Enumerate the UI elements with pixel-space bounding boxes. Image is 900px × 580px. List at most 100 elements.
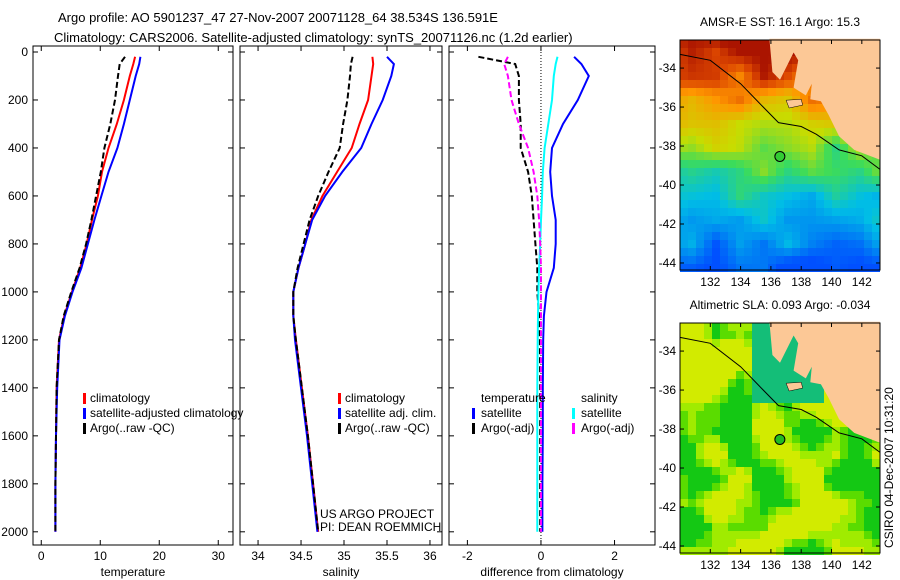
heatmap-cell <box>728 152 736 160</box>
heatmap-cell <box>704 331 712 339</box>
heatmap-cell <box>704 240 712 248</box>
x-tick-label: 140 <box>821 275 841 289</box>
heatmap-cell <box>744 515 752 523</box>
heatmap-cell <box>872 499 880 507</box>
heatmap-cell <box>704 96 712 104</box>
heatmap-cell <box>776 184 784 192</box>
heatmap-cell <box>872 216 880 224</box>
heatmap-cell <box>832 539 840 547</box>
heatmap-cell <box>792 224 800 232</box>
heatmap-cell <box>680 515 688 523</box>
heatmap-cell <box>736 403 744 411</box>
heatmap-cell <box>872 515 880 523</box>
heatmap-cell <box>744 331 752 339</box>
heatmap-cell <box>712 96 720 104</box>
heatmap-cell <box>864 216 872 224</box>
y-tick-label: -36 <box>659 100 677 114</box>
heatmap-cell <box>752 323 760 331</box>
x-tick-label: 138 <box>791 558 811 572</box>
heatmap-cell <box>840 192 848 200</box>
heatmap-cell <box>800 112 808 120</box>
heatmap-cell <box>768 184 776 192</box>
x-tick-label: 10 <box>94 549 108 563</box>
heatmap-cell <box>736 112 744 120</box>
y-tick-label: 600 <box>8 189 28 203</box>
heatmap-cell <box>704 64 712 72</box>
heatmap-cell <box>784 539 792 547</box>
heatmap-cell <box>776 387 784 395</box>
heatmap-cell <box>840 483 848 491</box>
heatmap-cell <box>680 208 688 216</box>
heatmap-cell <box>704 483 712 491</box>
heatmap-cell <box>680 483 688 491</box>
heatmap-cell <box>832 136 840 144</box>
heatmap-cell <box>784 515 792 523</box>
heatmap-cell <box>792 256 800 264</box>
heatmap-cell <box>768 403 776 411</box>
heatmap-cell <box>728 88 736 96</box>
heatmap-cell <box>864 176 872 184</box>
heatmap-cell <box>712 40 720 48</box>
heatmap-cell <box>744 339 752 347</box>
heatmap-cell <box>688 411 696 419</box>
heatmap-cell <box>744 379 752 387</box>
heatmap-cell <box>824 539 832 547</box>
heatmap-cell <box>696 515 704 523</box>
heatmap-cell <box>760 72 768 80</box>
heatmap-cell <box>712 411 720 419</box>
heatmap-cell <box>744 192 752 200</box>
heatmap-cell <box>680 72 688 80</box>
heatmap-cell <box>712 64 720 72</box>
heatmap-cell <box>680 403 688 411</box>
heatmap-cell <box>872 531 880 539</box>
land-mass <box>769 321 880 443</box>
heatmap-cell <box>688 184 696 192</box>
heatmap-cell <box>696 491 704 499</box>
heatmap-cell <box>680 379 688 387</box>
x-tick-label: 132 <box>700 558 720 572</box>
heatmap-cell <box>872 248 880 256</box>
heatmap-cell <box>816 152 824 160</box>
heatmap-cell <box>760 451 768 459</box>
heatmap-cell <box>776 224 784 232</box>
heatmap-cell <box>832 264 840 272</box>
series-line-climatology <box>292 56 375 532</box>
heatmap-cell <box>832 411 840 419</box>
heatmap-cell <box>704 347 712 355</box>
heatmap-cell <box>736 136 744 144</box>
heatmap-cell <box>736 256 744 264</box>
heatmap-cell <box>864 523 872 531</box>
heatmap-cell <box>800 515 808 523</box>
heatmap-cell <box>776 427 784 435</box>
heatmap-cell <box>696 168 704 176</box>
heatmap-cell <box>800 152 808 160</box>
heatmap-cell <box>776 451 784 459</box>
heatmap-cell <box>680 224 688 232</box>
heatmap-cell <box>792 192 800 200</box>
heatmap-cell <box>752 403 760 411</box>
heatmap-cell <box>752 56 760 64</box>
heatmap-cell <box>816 200 824 208</box>
heatmap-cell <box>872 539 880 547</box>
heatmap-cell <box>768 387 776 395</box>
heatmap-cell <box>808 387 816 395</box>
heatmap-cell <box>760 339 768 347</box>
heatmap-cell <box>704 112 712 120</box>
heatmap-cell <box>816 403 824 411</box>
heatmap-cell <box>760 128 768 136</box>
heatmap-cell <box>752 363 760 371</box>
x-tick-label: 142 <box>852 275 872 289</box>
heatmap-cell <box>768 64 776 72</box>
heatmap-cell <box>816 523 824 531</box>
heatmap-cell <box>792 387 800 395</box>
heatmap-cell <box>816 515 824 523</box>
heatmap-cell <box>728 256 736 264</box>
heatmap-cell <box>712 483 720 491</box>
heatmap-cell <box>760 232 768 240</box>
heatmap-cell <box>720 403 728 411</box>
heatmap-cell <box>696 395 704 403</box>
heatmap-cell <box>704 355 712 363</box>
heatmap-cell <box>848 451 856 459</box>
profile-panel-3: -2 0 2 difference from climatology temperatu… <box>448 45 656 579</box>
heatmap-cell <box>696 531 704 539</box>
